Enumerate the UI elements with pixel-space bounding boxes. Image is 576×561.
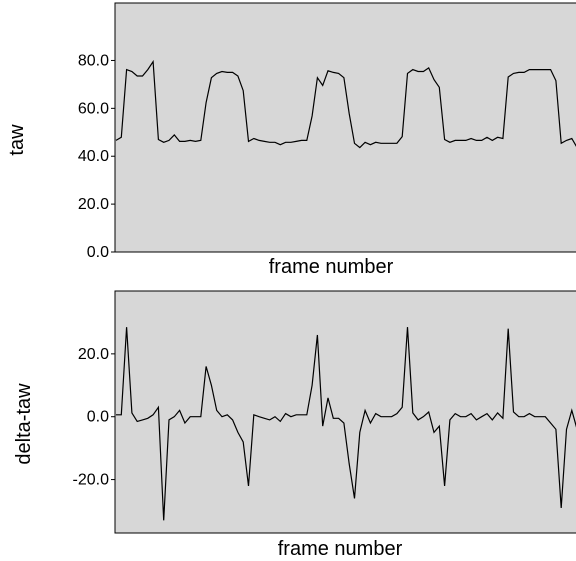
delta-taw-x-axis-label: frame number — [278, 538, 403, 560]
delta-taw-y-ticks: -20.0 0.0 20.0 — [73, 346, 115, 489]
taw-y-ticks: 0.0 20.0 40.0 60.0 80.0 — [78, 52, 115, 261]
taw-y-tick-label: 40.0 — [78, 148, 109, 165]
taw-plot-area — [114, 2, 576, 253]
taw-y-axis-label: taw — [6, 124, 28, 156]
taw-panel: 0.0 20.0 40.0 60.0 80.0 frame number taw — [6, 2, 576, 278]
delta-taw-y-tick-label: 0.0 — [87, 409, 109, 426]
delta-taw-y-tick-label: 20.0 — [78, 346, 109, 363]
delta-taw-panel: -20.0 0.0 20.0 frame number delta-taw — [13, 290, 576, 560]
taw-y-tick-label: 20.0 — [78, 196, 109, 213]
taw-series-line — [115, 59, 576, 149]
delta-taw-y-axis-label: delta-taw — [13, 383, 35, 465]
taw-x-axis-label: frame number — [269, 256, 394, 278]
delta-taw-y-tick-label: -20.0 — [73, 472, 110, 489]
delta-taw-plot-area — [114, 290, 576, 534]
taw-y-tick-label: 0.0 — [87, 244, 109, 261]
delta-taw-series-line — [116, 327, 576, 521]
taw-y-tick-label: 80.0 — [78, 52, 109, 69]
taw-y-tick-label: 60.0 — [78, 100, 109, 117]
